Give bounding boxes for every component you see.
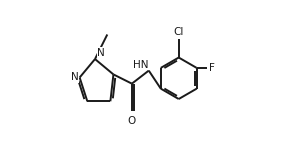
Text: F: F <box>209 63 215 73</box>
Text: O: O <box>128 116 136 126</box>
Text: N: N <box>97 48 105 58</box>
Text: Cl: Cl <box>173 27 184 37</box>
Text: N: N <box>71 73 79 82</box>
Text: HN: HN <box>133 60 148 70</box>
